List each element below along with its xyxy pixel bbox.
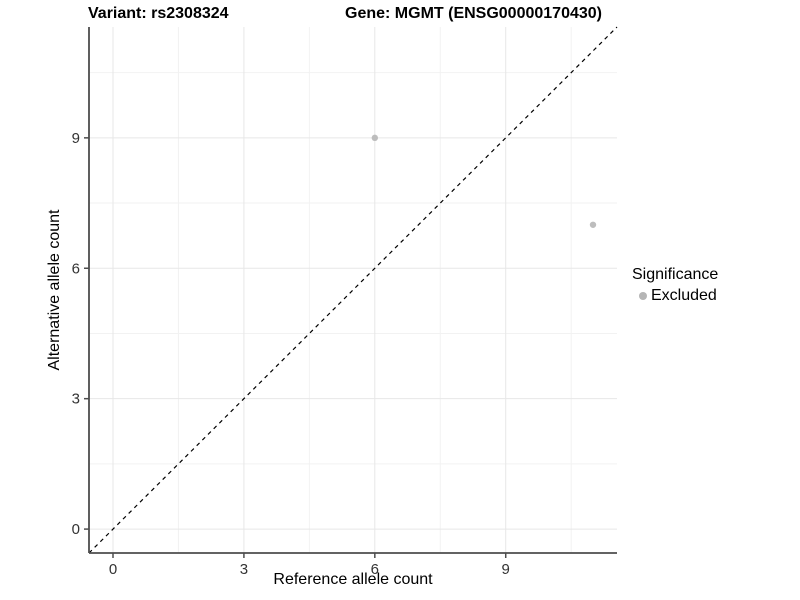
x-tick-label: 0 bbox=[109, 561, 117, 578]
y-tick-label: 6 bbox=[72, 260, 80, 277]
x-tick-label: 3 bbox=[240, 561, 248, 578]
y-axis-title: Alternative allele count bbox=[46, 209, 63, 371]
y-tick-label: 3 bbox=[72, 391, 80, 408]
y-tick-label: 0 bbox=[72, 521, 80, 538]
excluded-point-icon bbox=[639, 292, 647, 300]
x-tick-label: 9 bbox=[502, 561, 510, 578]
gene-title: Gene: MGMT (ENSG00000170430) bbox=[345, 5, 602, 22]
identity-line bbox=[88, 26, 618, 554]
legend: Significance Excluded bbox=[632, 266, 718, 305]
variant-title: Variant: rs2308324 bbox=[88, 5, 229, 22]
x-tick-label: 6 bbox=[371, 561, 379, 578]
legend-title: Significance bbox=[632, 266, 719, 283]
legend-item-label: Excluded bbox=[651, 287, 717, 304]
legend-item-excluded: Excluded bbox=[639, 287, 718, 305]
y-tick-label: 9 bbox=[72, 130, 80, 147]
data-point bbox=[371, 134, 379, 142]
data-point bbox=[589, 221, 597, 228]
x-axis-title: Reference allele count bbox=[273, 571, 433, 588]
